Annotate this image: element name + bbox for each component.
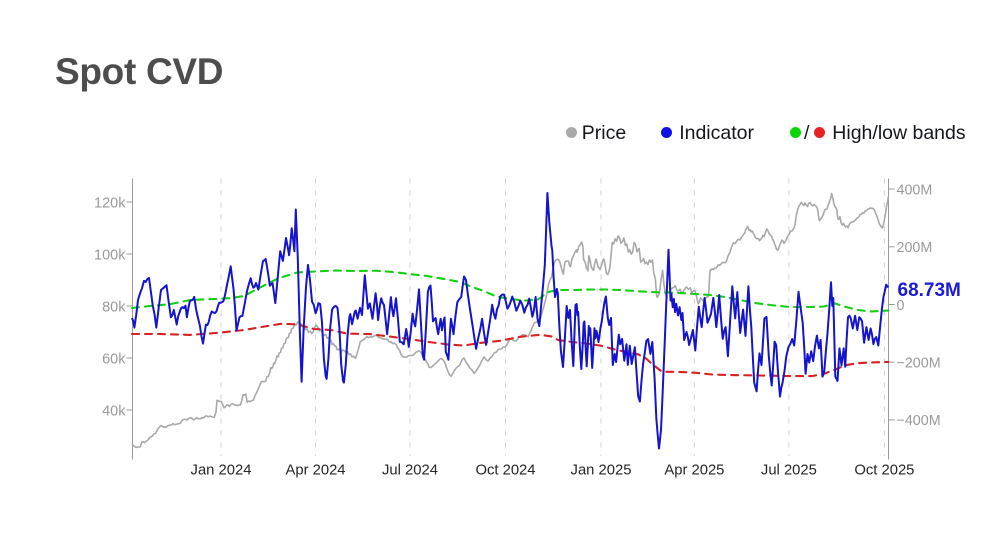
svg-text:100k: 100k <box>94 247 126 263</box>
svg-text:Jan 2025: Jan 2025 <box>571 463 632 479</box>
svg-text:80k: 80k <box>102 299 126 315</box>
svg-text:0: 0 <box>897 298 905 314</box>
svg-text:Oct 2025: Oct 2025 <box>854 463 914 479</box>
svg-text:Apr 2024: Apr 2024 <box>285 463 345 479</box>
svg-text:Oct 2024: Oct 2024 <box>475 463 535 479</box>
svg-text:Jan 2024: Jan 2024 <box>191 463 252 479</box>
svg-text:120k: 120k <box>94 195 126 211</box>
svg-text:Jul 2025: Jul 2025 <box>761 463 817 479</box>
svg-text:200M: 200M <box>897 240 933 256</box>
svg-text:Apr 2025: Apr 2025 <box>664 463 724 479</box>
svg-text:40k: 40k <box>102 403 126 419</box>
svg-text:−400M: −400M <box>897 413 941 429</box>
svg-text:68.73M: 68.73M <box>898 280 961 301</box>
svg-text:60k: 60k <box>102 351 126 367</box>
svg-text:−200M: −200M <box>897 356 941 372</box>
svg-text:Jul 2024: Jul 2024 <box>382 463 438 479</box>
svg-text:400M: 400M <box>897 182 933 198</box>
